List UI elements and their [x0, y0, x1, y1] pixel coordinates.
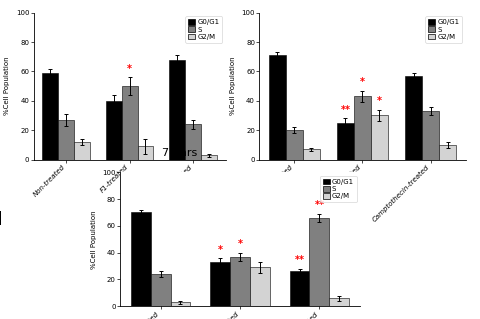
Bar: [310, 218, 329, 306]
Bar: [405, 76, 422, 160]
Text: **: **: [295, 256, 304, 265]
Bar: [250, 267, 270, 306]
Bar: [354, 96, 371, 160]
Bar: [439, 145, 456, 160]
Bar: [230, 257, 250, 306]
Y-axis label: %Cell Population: %Cell Population: [4, 57, 11, 115]
Bar: [169, 60, 185, 160]
Text: *: *: [238, 239, 242, 249]
Bar: [185, 124, 201, 160]
Text: *: *: [360, 77, 365, 87]
Legend: G0/G1, S, G2/M: G0/G1, S, G2/M: [425, 16, 462, 43]
Y-axis label: %Cell Population: %Cell Population: [230, 57, 236, 115]
Legend: G0/G1, S, G2/M: G0/G1, S, G2/M: [185, 16, 222, 43]
Bar: [131, 212, 151, 306]
Y-axis label: %Cell Population: %Cell Population: [91, 210, 97, 269]
Bar: [74, 142, 90, 160]
Bar: [422, 111, 439, 160]
Bar: [138, 146, 154, 160]
Bar: [269, 55, 286, 160]
Text: **: **: [340, 105, 350, 115]
Bar: [371, 115, 388, 160]
Bar: [303, 149, 320, 160]
Text: 72 hrs: 72 hrs: [162, 148, 198, 158]
Bar: [286, 130, 303, 160]
Bar: [210, 262, 230, 306]
Bar: [289, 271, 310, 306]
Bar: [201, 155, 217, 160]
Text: *: *: [377, 96, 382, 106]
Bar: [121, 86, 138, 160]
Bar: [337, 123, 354, 160]
Text: b: b: [228, 213, 236, 223]
Bar: [42, 73, 58, 160]
Bar: [170, 302, 191, 306]
Bar: [329, 298, 349, 306]
Bar: [106, 101, 121, 160]
Text: *: *: [217, 245, 223, 255]
Legend: G0/G1, S, G2/M: G0/G1, S, G2/M: [320, 176, 357, 202]
Text: **: **: [314, 200, 324, 211]
Text: *: *: [127, 64, 132, 74]
Bar: [58, 120, 74, 160]
Bar: [151, 274, 170, 306]
